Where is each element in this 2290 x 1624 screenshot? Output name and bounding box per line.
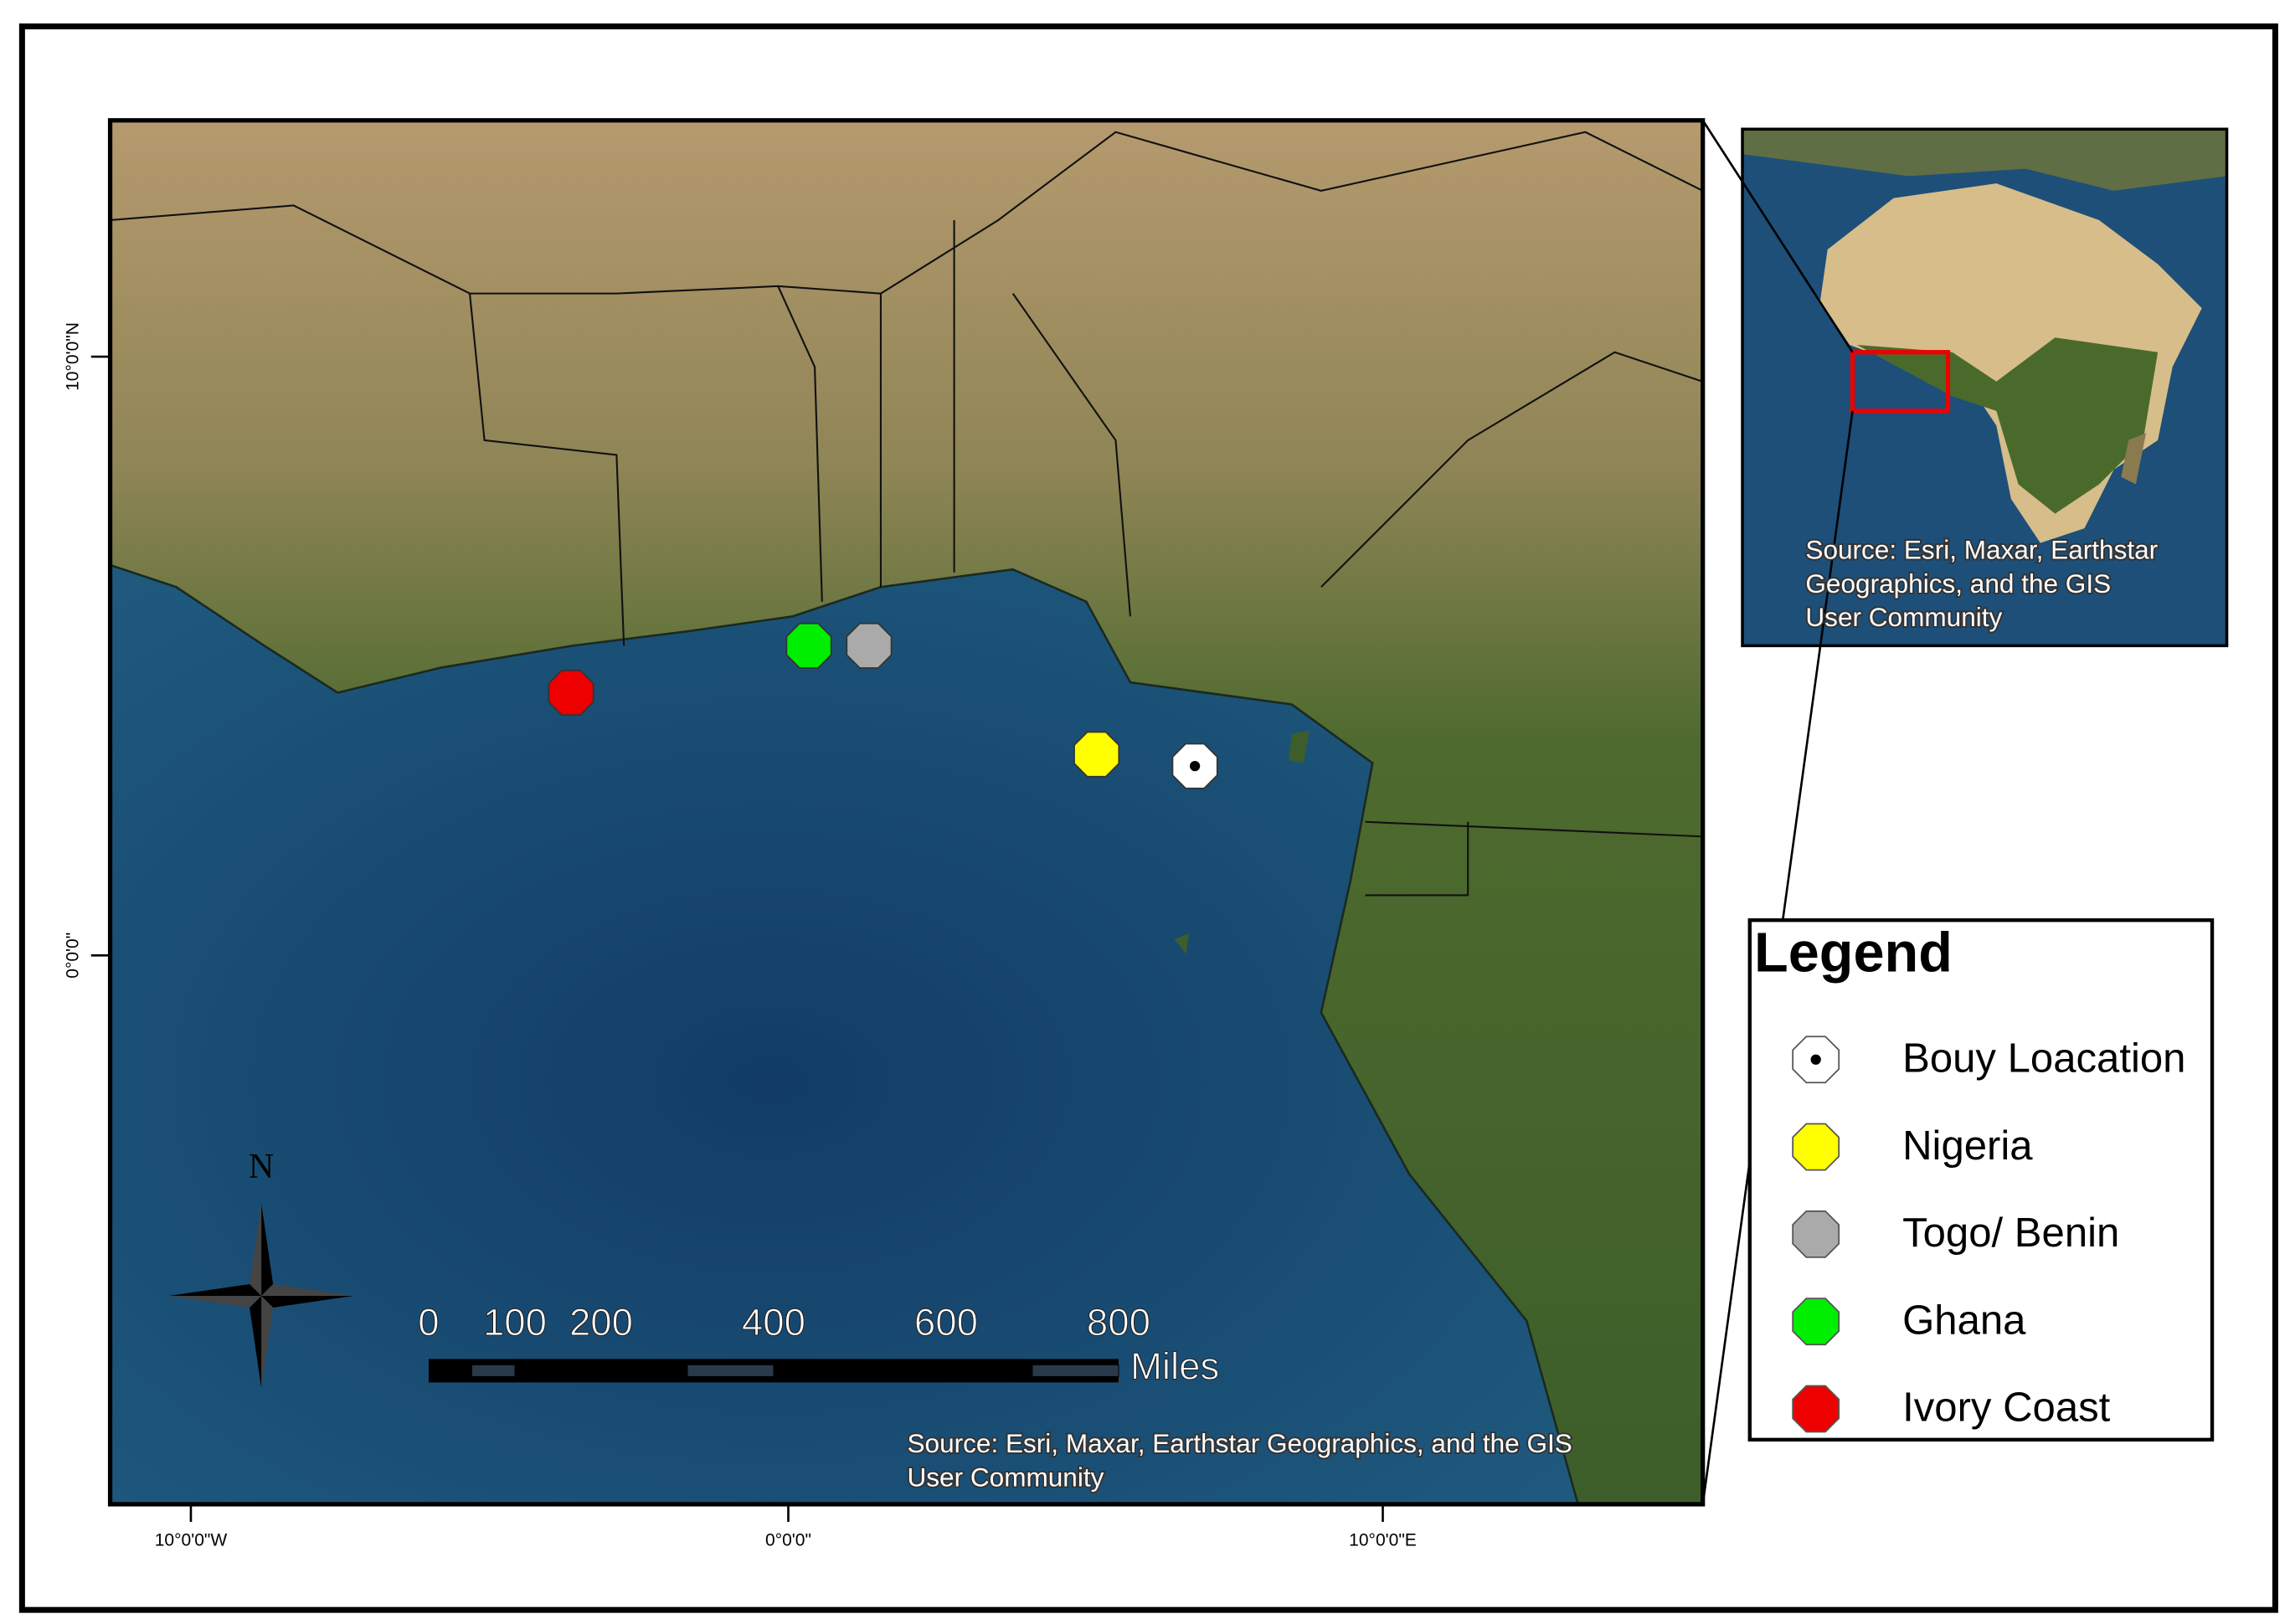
leader-line — [1701, 120, 1854, 353]
north-label: N — [249, 1148, 274, 1186]
legend-symbol — [1792, 1123, 1840, 1171]
lat-label: 10°0'0"N — [63, 322, 82, 391]
scale-bar-unit: Miles — [1130, 1345, 1219, 1388]
lon-label: 10°0'0"E — [1349, 1530, 1417, 1549]
legend-label: Nigeria — [1902, 1123, 2033, 1169]
ocean — [110, 563, 1580, 1504]
site-marker-dot — [1189, 760, 1201, 772]
borders — [110, 131, 1703, 897]
main-map — [110, 120, 1703, 1504]
lon-label: 0°0'0" — [765, 1530, 811, 1549]
inset-source: Geographics, and the GIS — [1805, 568, 2111, 599]
site-markers — [548, 622, 1218, 789]
legend-label: Ghana — [1902, 1298, 2026, 1343]
site-marker — [548, 669, 594, 716]
lat-label: 0°0'0" — [63, 933, 82, 979]
scale-bar-label: 200 — [569, 1301, 633, 1344]
extent-box — [1850, 350, 1951, 414]
scale-bar-label: 800 — [1087, 1301, 1150, 1344]
inset-source: User Community — [1805, 602, 2002, 632]
scale-bar-label: 600 — [914, 1301, 978, 1344]
inset-map — [1742, 129, 2227, 646]
site-marker — [785, 622, 832, 669]
legend-symbol — [1792, 1385, 1840, 1433]
site-marker — [1073, 731, 1120, 778]
scale-bar-segment — [1032, 1364, 1119, 1377]
graticule-ticks — [90, 355, 1384, 1522]
legend-symbol-dot — [1810, 1054, 1821, 1065]
legend-label: Ivory Coast — [1902, 1385, 2111, 1431]
north-arrow — [168, 1203, 354, 1389]
legend-items: Bouy Loacation Nigeria Togo/ Benin Ghana Ivo… — [1792, 1036, 2185, 1433]
legend-symbol — [1792, 1210, 1840, 1258]
legend-label: Togo/ Benin — [1902, 1210, 2119, 1256]
outer-border — [18, 23, 2278, 1613]
source-text: User Community — [907, 1462, 1104, 1492]
scale-bar-segment — [687, 1364, 774, 1377]
map-frame — [107, 118, 1706, 1507]
islands — [1174, 731, 1310, 954]
inset-frame — [1741, 127, 2229, 648]
legend-box — [1747, 918, 2215, 1442]
inset-source: Source: Esri, Maxar, Earthstar — [1805, 535, 2158, 565]
lon-label: 10°0'0"W — [155, 1530, 228, 1549]
legend-symbol — [1792, 1298, 1840, 1346]
legend-label: Bouy Loacation — [1902, 1036, 2185, 1081]
site-marker — [846, 622, 893, 669]
scale-bar-label: 0 — [418, 1301, 439, 1344]
scale-bar-label: 400 — [742, 1301, 805, 1344]
scale-bar-segment — [471, 1364, 516, 1377]
scale-bar-label: 100 — [483, 1301, 547, 1344]
legend-title: Legend — [1754, 922, 1953, 984]
source-text: Source: Esri, Maxar, Earthstar Geographi… — [907, 1428, 1572, 1458]
